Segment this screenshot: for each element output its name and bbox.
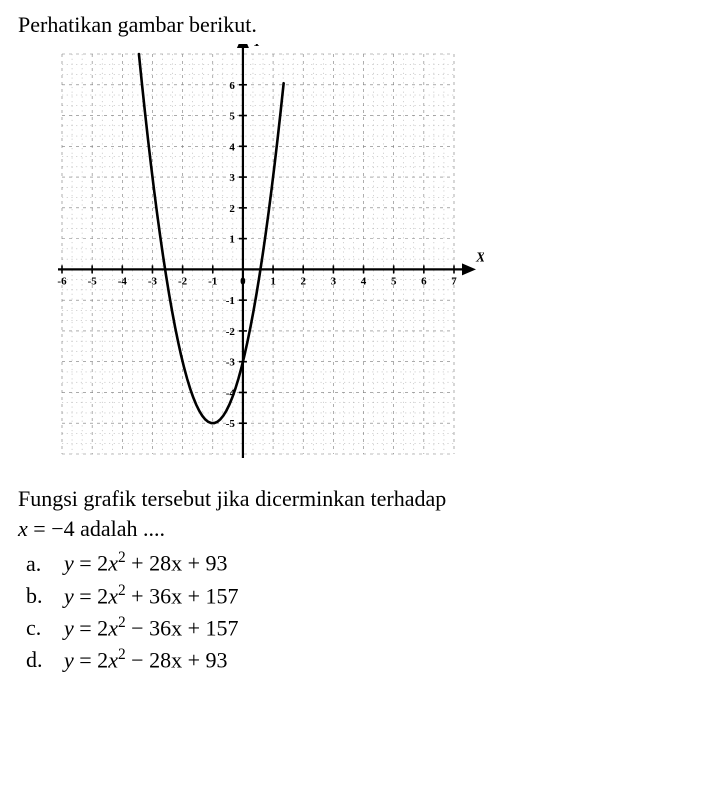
option-d: d. y = 2x2 − 28x + 93 <box>26 644 708 676</box>
option-expr: y = 2x2 − 36x + 157 <box>64 612 238 644</box>
svg-text:Y: Y <box>253 44 263 50</box>
svg-text:2: 2 <box>229 203 235 215</box>
question-stem: Fungsi grafik tersebut jika dicerminkan … <box>18 484 708 543</box>
svg-text:-5: -5 <box>226 418 236 430</box>
stem-val: −4 <box>51 516 74 541</box>
page-title: Perhatikan gambar berikut. <box>18 12 708 38</box>
options-list: a. y = 2x2 + 28x + 93 b. y = 2x2 + 36x +… <box>26 547 708 676</box>
svg-text:1: 1 <box>270 275 276 287</box>
svg-text:-1: -1 <box>208 275 217 287</box>
svg-text:1: 1 <box>229 234 235 246</box>
svg-text:-2: -2 <box>226 326 236 338</box>
svg-text:2: 2 <box>300 275 306 287</box>
svg-text:4: 4 <box>229 141 235 153</box>
svg-text:-3: -3 <box>226 357 236 369</box>
option-letter: c. <box>26 612 50 644</box>
stem-line1: Fungsi grafik tersebut jika dicerminkan … <box>18 486 446 511</box>
option-letter: d. <box>26 644 50 676</box>
chart-container: -6-5-4-3-2-101234567123456-1-2-3-4-5XY <box>54 44 708 470</box>
svg-text:7: 7 <box>451 275 457 287</box>
svg-text:6: 6 <box>229 80 235 92</box>
svg-text:3: 3 <box>229 172 235 184</box>
option-a: a. y = 2x2 + 28x + 93 <box>26 547 708 579</box>
svg-text:-5: -5 <box>88 275 98 287</box>
option-c: c. y = 2x2 − 36x + 157 <box>26 612 708 644</box>
option-expr: y = 2x2 + 36x + 157 <box>64 580 238 612</box>
stem-post: adalah .... <box>80 516 165 541</box>
stem-eq: = <box>33 516 51 541</box>
option-b: b. y = 2x2 + 36x + 157 <box>26 580 708 612</box>
svg-text:3: 3 <box>331 275 337 287</box>
option-expr: y = 2x2 + 28x + 93 <box>64 547 227 579</box>
svg-text:4: 4 <box>361 275 367 287</box>
svg-text:6: 6 <box>421 275 427 287</box>
option-letter: a. <box>26 548 50 580</box>
svg-text:5: 5 <box>229 111 235 123</box>
option-expr: y = 2x2 − 28x + 93 <box>64 644 227 676</box>
svg-text:-1: -1 <box>226 295 235 307</box>
svg-text:-3: -3 <box>148 275 158 287</box>
option-letter: b. <box>26 580 50 612</box>
stem-x: x <box>18 516 28 541</box>
svg-text:-2: -2 <box>178 275 188 287</box>
svg-text:-4: -4 <box>118 275 128 287</box>
svg-text:0: 0 <box>240 275 246 287</box>
svg-text:-6: -6 <box>57 275 67 287</box>
svg-text:5: 5 <box>391 275 397 287</box>
parabola-grid-chart: -6-5-4-3-2-101234567123456-1-2-3-4-5XY <box>54 44 484 464</box>
svg-text:X: X <box>475 250 484 265</box>
